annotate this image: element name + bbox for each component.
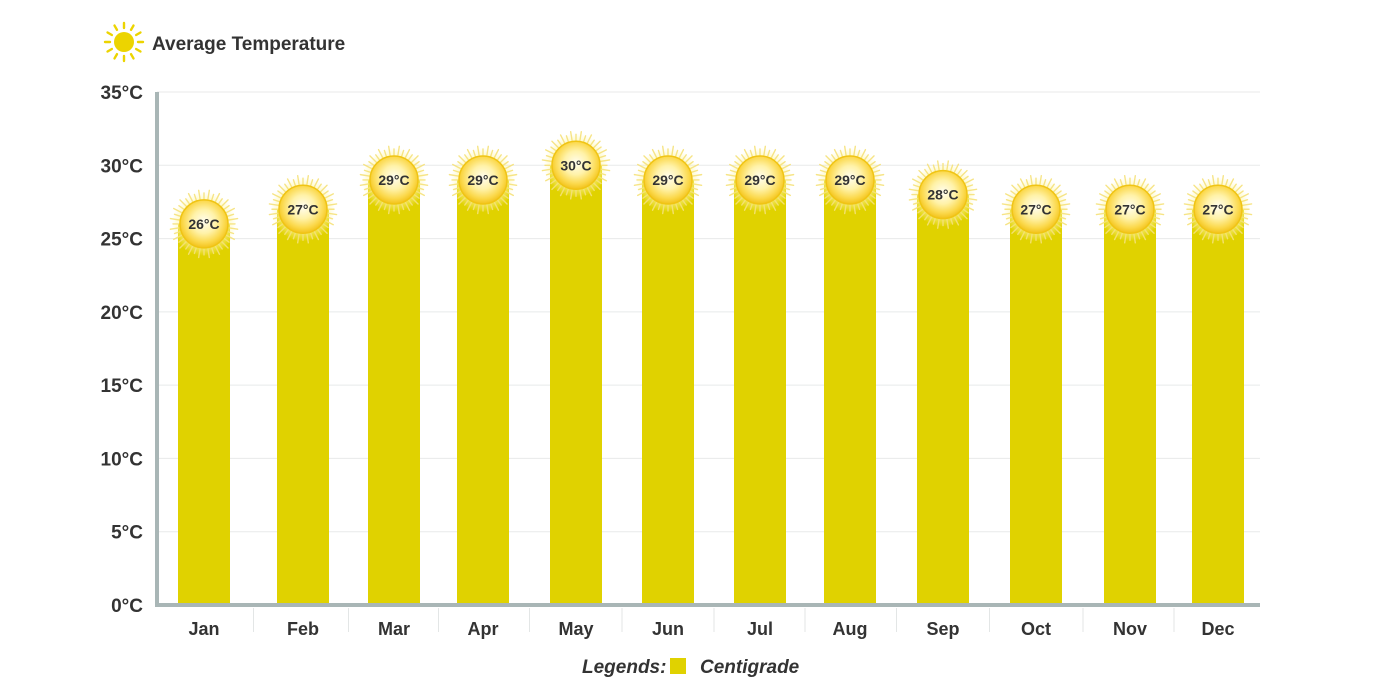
bar-aug: [824, 179, 876, 605]
bars: [178, 165, 1244, 606]
data-label-text: 30°C: [560, 157, 591, 173]
x-tick-label: Apr: [468, 619, 499, 639]
data-label-text: 26°C: [188, 216, 219, 232]
bar-sep: [917, 194, 969, 605]
x-tick-label: Dec: [1201, 619, 1234, 639]
chart-header: Average Temperature: [103, 21, 345, 63]
data-label-text: 27°C: [1020, 201, 1051, 217]
data-label-dec: 27°C: [1183, 174, 1253, 244]
y-tick-label: 15°C: [101, 376, 144, 397]
legend-swatch: [670, 658, 686, 674]
bar-oct: [1010, 209, 1062, 605]
y-tick-label: 0°C: [111, 596, 143, 617]
x-tick-label: May: [558, 619, 593, 639]
y-tick-label: 30°C: [101, 156, 144, 177]
bar-feb: [277, 209, 329, 605]
data-label-text: 29°C: [652, 172, 683, 188]
x-tick-label: Jun: [652, 619, 684, 639]
data-label-text: 29°C: [834, 172, 865, 188]
x-tick-label: Sep: [926, 619, 959, 639]
x-axis-labels: Jan Feb Mar Apr May Jun Jul Aug Sep Oct Nov Dec: [188, 619, 1234, 639]
bar-jan: [178, 223, 230, 605]
data-label-feb: 27°C: [268, 174, 338, 244]
legend: Legends: Centigrade: [582, 657, 800, 678]
bar-jul: [734, 179, 786, 605]
x-tick-label: Mar: [378, 619, 410, 639]
axes: [155, 92, 1260, 632]
data-label-apr: 29°C: [448, 145, 518, 215]
data-label-nov: 27°C: [1095, 174, 1165, 244]
data-label-text: 27°C: [287, 201, 318, 217]
data-label-text: 27°C: [1202, 201, 1233, 217]
y-tick-label: 20°C: [101, 303, 144, 324]
data-labels: 26°C 27°C 29°C 29°C 30°C 29°C 29°C 29°C 28°C 27°C…: [169, 131, 1253, 259]
data-label-text: 27°C: [1114, 201, 1145, 217]
data-label-jan: 26°C: [169, 189, 239, 259]
x-tick-label: Aug: [833, 619, 868, 639]
bar-apr: [457, 179, 509, 605]
x-tick-label: Jan: [188, 619, 219, 639]
legend-label: Centigrade: [700, 657, 800, 678]
bar-may: [550, 165, 602, 606]
data-label-jun: 29°C: [633, 145, 703, 215]
bar-jun: [642, 179, 694, 605]
chart-title: Average Temperature: [152, 34, 345, 55]
y-tick-label: 25°C: [101, 230, 144, 251]
x-tick-label: Oct: [1021, 619, 1051, 639]
data-label-jul: 29°C: [725, 145, 795, 215]
bar-dec: [1192, 209, 1244, 605]
sun-icon: [103, 21, 145, 63]
bar-nov: [1104, 209, 1156, 605]
y-axis-ticks: 0°C 5°C 10°C 15°C 20°C 25°C 30°C 35°C: [101, 83, 144, 617]
y-tick-label: 5°C: [111, 523, 143, 544]
data-label-text: 29°C: [744, 172, 775, 188]
data-label-text: 29°C: [378, 172, 409, 188]
legend-title: Legends:: [582, 657, 666, 678]
x-tick-label: Nov: [1113, 619, 1147, 639]
data-label-may: 30°C: [541, 131, 611, 200]
x-tick-label: Feb: [287, 619, 319, 639]
grid-lines: [157, 91, 1260, 533]
y-tick-label: 35°C: [101, 83, 144, 104]
data-label-sep: 28°C: [908, 160, 978, 229]
data-label-text: 28°C: [927, 187, 958, 203]
data-label-text: 29°C: [467, 172, 498, 188]
x-tick-label: Jul: [747, 619, 773, 639]
bar-mar: [368, 179, 420, 605]
y-tick-label: 10°C: [101, 449, 144, 470]
data-label-aug: 29°C: [815, 145, 885, 215]
data-label-mar: 29°C: [359, 145, 429, 215]
data-label-oct: 27°C: [1001, 174, 1071, 244]
